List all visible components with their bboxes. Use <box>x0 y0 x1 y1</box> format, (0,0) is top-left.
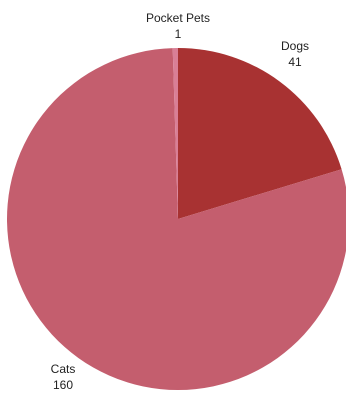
slice-label: Pocket Pets <box>146 11 210 25</box>
pie-slice-pocket-pets <box>172 48 178 219</box>
slice-value-label: 160 <box>53 378 73 392</box>
slice-label: Cats <box>51 362 76 376</box>
slice-label: Dogs <box>281 39 309 53</box>
pie-slices <box>7 48 346 390</box>
pie-labels: Dogs 41 Cats 160 Pocket Pets 1 <box>51 11 309 392</box>
slice-value-label: 41 <box>288 55 302 69</box>
slice-value-label: 1 <box>175 27 182 41</box>
pie-slice-dogs <box>178 48 342 219</box>
pie-slice-cats <box>7 48 346 390</box>
